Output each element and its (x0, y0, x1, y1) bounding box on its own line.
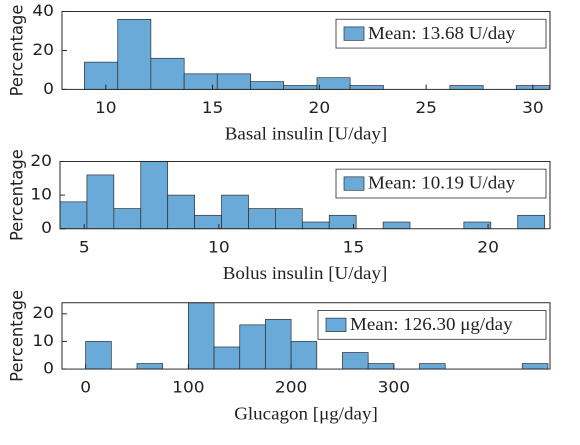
bar (59, 201, 88, 230)
y-axis-label: Percentage (7, 149, 26, 241)
legend-box (317, 310, 547, 340)
bar (290, 341, 318, 370)
bar (194, 214, 222, 230)
bar (275, 208, 303, 230)
bar (216, 73, 251, 90)
x-axis-label: Glucagon [μg/day] (234, 404, 378, 425)
bar (213, 346, 241, 370)
y-tick-label: 0 (43, 359, 54, 378)
bar (86, 174, 115, 230)
x-tick-label: 25 (415, 98, 437, 117)
y-tick-label: 20 (32, 304, 54, 323)
bar (84, 61, 119, 90)
bar (113, 208, 142, 230)
y-tick-label: 20 (32, 40, 54, 59)
bar (463, 221, 492, 230)
y-tick-label: 20 (30, 151, 52, 170)
x-axis-label: Bolus insulin [U/day] (223, 263, 388, 284)
x-tick-label: 200 (275, 378, 307, 397)
bar (349, 85, 384, 90)
x-tick-label: 10 (208, 238, 230, 257)
x-tick-label: 0 (80, 378, 91, 397)
legend-label: Mean: 126.30 μg/day (350, 314, 513, 335)
bar (136, 363, 164, 370)
x-tick-label: 5 (79, 238, 90, 257)
bar (521, 363, 549, 370)
bar (167, 194, 195, 230)
x-tick-label: 15 (343, 238, 365, 257)
y-tick-label: 0 (41, 218, 52, 237)
bar (140, 161, 169, 230)
bar (265, 318, 292, 370)
y-tick-label: 0 (43, 79, 54, 98)
legend-box (335, 168, 547, 199)
x-tick-label: 20 (477, 238, 499, 257)
bar (248, 208, 276, 230)
bar (367, 363, 395, 370)
x-tick-label: 10 (95, 98, 117, 117)
y-tick-label: 40 (32, 1, 54, 20)
bar (301, 221, 330, 230)
x-axis-label: Basal insulin [U/day] (225, 124, 387, 145)
bar (188, 302, 215, 370)
bar (239, 324, 266, 370)
x-tick-label: 15 (202, 98, 224, 117)
x-tick-label: 100 (172, 378, 204, 397)
bar (517, 214, 545, 230)
x-tick-label: 20 (309, 98, 331, 117)
bar (117, 18, 152, 90)
x-tick-label: 300 (378, 378, 410, 397)
y-axis-label: Percentage (7, 290, 26, 382)
y-axis-label: Percentage (7, 5, 26, 97)
bar (150, 57, 185, 90)
y-tick-label: 10 (32, 331, 54, 350)
legend-swatch (343, 26, 365, 41)
legend-box (335, 18, 547, 49)
x-tick-label: 30 (522, 98, 544, 117)
legend-swatch (343, 176, 365, 191)
bar (85, 341, 112, 370)
bar (250, 81, 285, 90)
bar (382, 221, 411, 230)
bar (316, 77, 351, 90)
bar (342, 352, 369, 370)
bar (419, 363, 446, 370)
legend-label: Mean: 13.68 U/day (368, 23, 516, 44)
axes-box (61, 302, 551, 370)
bar (328, 214, 357, 230)
legend-swatch (325, 317, 347, 332)
bar (449, 85, 484, 90)
bar (221, 194, 249, 230)
legend-label: Mean: 10.19 U/day (368, 173, 516, 194)
bar (283, 85, 318, 90)
y-tick-label: 10 (30, 185, 52, 204)
